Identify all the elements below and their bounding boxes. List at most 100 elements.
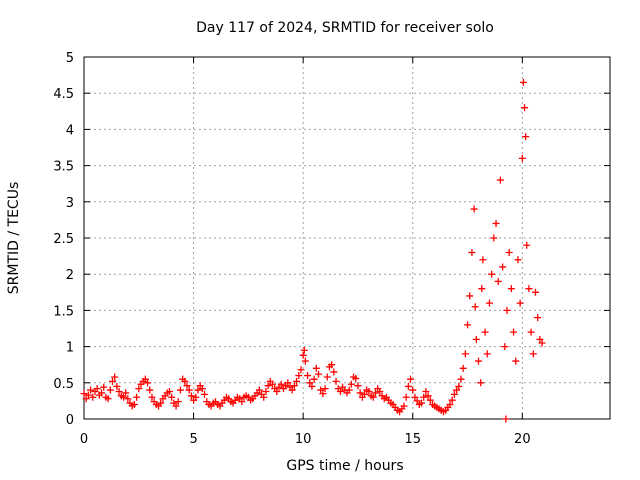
data-point: [172, 402, 180, 410]
data-point: [187, 392, 195, 400]
data-point: [300, 346, 308, 354]
data-point: [174, 398, 182, 406]
data-point: [122, 389, 130, 397]
data-point: [312, 364, 320, 372]
data-point: [534, 314, 542, 322]
data-point: [176, 386, 184, 394]
data-point: [301, 357, 309, 365]
data-point: [518, 154, 526, 162]
y-tick-label: 2: [66, 268, 74, 283]
data-point: [332, 377, 340, 385]
data-point: [168, 393, 176, 401]
data-point: [111, 373, 119, 381]
data-point: [371, 389, 379, 397]
data-point: [100, 383, 108, 391]
data-point: [453, 386, 461, 394]
data-point: [321, 385, 329, 393]
data-point: [181, 377, 189, 385]
data-point: [505, 248, 513, 256]
data-point: [185, 386, 193, 394]
data-point: [130, 401, 138, 409]
data-point: [501, 343, 509, 351]
data-point: [264, 382, 272, 390]
data-point: [308, 382, 316, 390]
data-point: [531, 288, 539, 296]
data-point: [354, 382, 362, 390]
data-point: [306, 379, 314, 387]
data-point: [376, 387, 384, 395]
data-point: [459, 364, 467, 372]
data-point: [418, 399, 426, 407]
data-point: [336, 387, 344, 395]
data-point: [404, 382, 412, 390]
data-point: [422, 387, 430, 395]
data-point: [514, 256, 522, 264]
data-point: [450, 390, 458, 398]
data-point: [472, 335, 480, 343]
data-point: [502, 415, 510, 423]
data-point: [468, 248, 476, 256]
data-point: [485, 299, 493, 307]
y-tick-label: 0.5: [53, 377, 74, 392]
data-points: [80, 78, 546, 423]
data-point: [106, 386, 114, 394]
data-point: [402, 393, 410, 401]
data-point: [146, 386, 154, 394]
data-point: [288, 386, 296, 394]
y-tick-label: 4: [66, 123, 74, 138]
data-point: [317, 386, 325, 394]
data-point: [496, 176, 504, 184]
data-point: [115, 387, 123, 395]
data-point: [328, 361, 336, 369]
y-tick-label: 2.5: [53, 232, 74, 247]
data-point: [93, 385, 101, 393]
data-point: [295, 372, 303, 380]
data-point: [323, 373, 331, 381]
data-point: [124, 395, 132, 403]
data-point: [304, 372, 312, 380]
x-tick-label: 15: [404, 432, 421, 447]
y-tick-label: 4.5: [53, 87, 74, 102]
data-point: [475, 357, 482, 365]
data-point: [499, 263, 507, 271]
data-point: [347, 380, 355, 388]
data-point: [481, 328, 489, 336]
y-axis-label: SRMTID / TECUs: [6, 182, 22, 295]
data-point: [119, 393, 127, 401]
data-point: [89, 393, 97, 401]
data-point: [461, 350, 469, 358]
data-point: [297, 366, 305, 374]
axis-ticks: 0 0.5 1 1.5 2 2.5 3 3.5 4 4.5 5 0 5 10 15 20: [53, 51, 610, 447]
y-tick-label: 1: [66, 341, 74, 356]
data-point: [98, 389, 106, 397]
data-point: [113, 382, 121, 390]
data-point: [426, 396, 434, 404]
data-point: [330, 368, 338, 376]
data-point: [478, 285, 486, 293]
data-point: [400, 402, 408, 410]
data-point: [201, 390, 209, 398]
plot-frame: [83, 56, 611, 420]
data-point: [503, 306, 511, 314]
data-point: [490, 234, 498, 242]
data-point: [192, 393, 200, 401]
data-point: [529, 350, 537, 358]
data-point: [411, 393, 419, 401]
data-point: [519, 78, 527, 86]
data-point: [135, 385, 143, 393]
data-point: [108, 377, 116, 385]
data-point: [420, 393, 428, 401]
data-point: [488, 270, 496, 278]
data-point: [536, 335, 544, 343]
data-point: [512, 357, 520, 365]
data-point: [319, 390, 327, 398]
data-point: [87, 386, 95, 394]
data-point: [413, 397, 421, 405]
data-point: [273, 387, 281, 395]
data-point: [104, 395, 112, 403]
data-point: [407, 375, 415, 383]
data-point: [268, 380, 276, 388]
data-point: [290, 382, 298, 390]
data-point: [525, 285, 533, 293]
